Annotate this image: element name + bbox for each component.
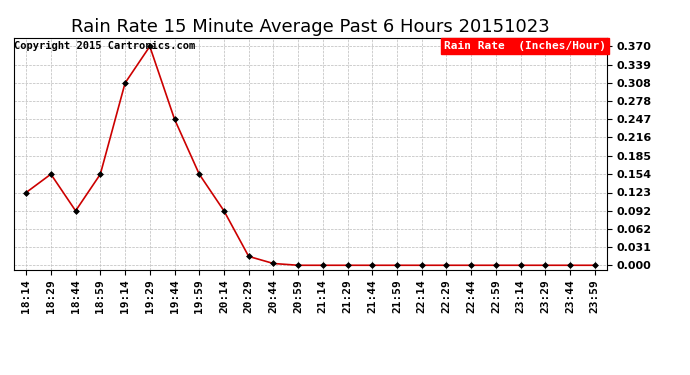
Title: Rain Rate 15 Minute Average Past 6 Hours 20151023: Rain Rate 15 Minute Average Past 6 Hours… [71,18,550,36]
Text: Rain Rate  (Inches/Hour): Rain Rate (Inches/Hour) [444,41,606,51]
Text: Copyright 2015 Cartronics.com: Copyright 2015 Cartronics.com [14,41,196,51]
